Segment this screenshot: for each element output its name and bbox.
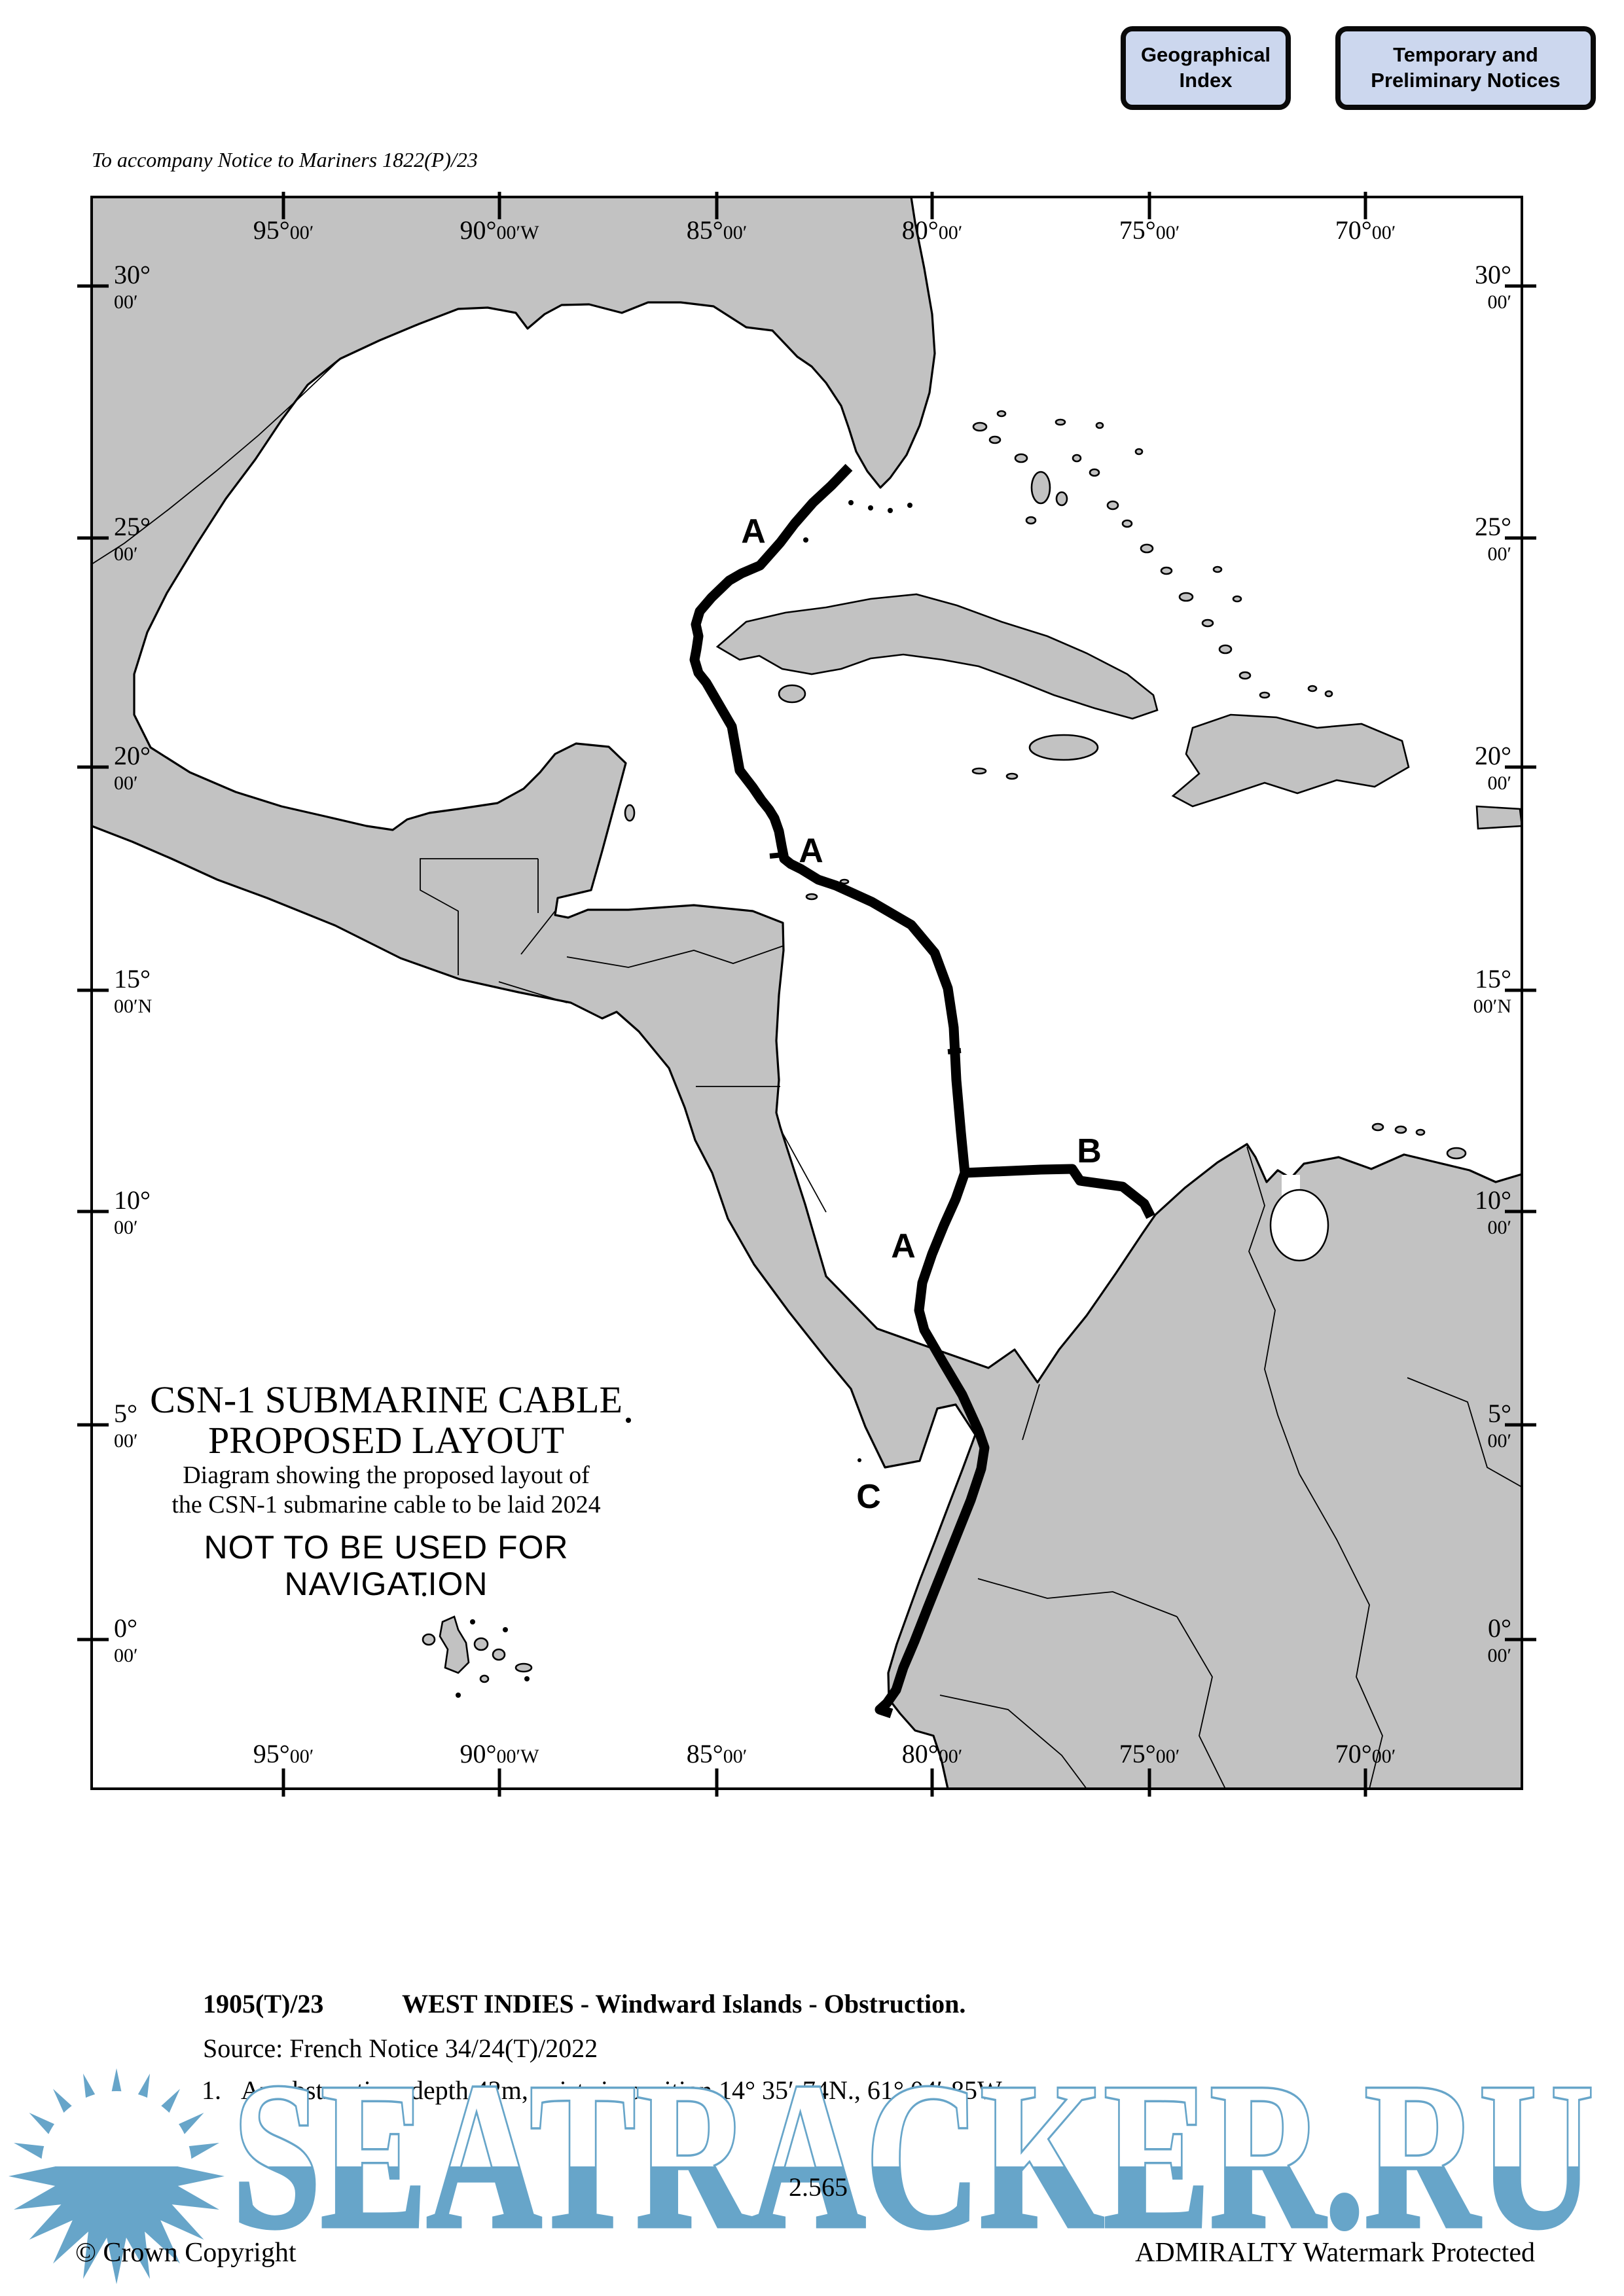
lat-label-min: 00′ — [1487, 543, 1511, 565]
cable-segment-label-B: B — [1077, 1132, 1102, 1170]
map-subtitle-line2: the CSN-1 submarine cable to be laid 202… — [171, 1491, 601, 1518]
map-subtitle-line1: Diagram showing the proposed layout of — [183, 1462, 590, 1489]
cable-route-branch-b — [964, 1164, 1155, 1219]
lat-label: 15° — [1475, 964, 1511, 994]
lon-label: 85°00′ — [687, 1739, 748, 1768]
temporary-preliminary-notices-button[interactable]: Temporary and Preliminary Notices — [1335, 26, 1596, 110]
notice-title: WEST INDIES - Windward Islands - Obstruc… — [402, 1989, 966, 2018]
axis-layer: 95°00′ 95°00′ 90°00′W 90°00′W 85°00′ 85°00′ 80… — [77, 192, 1536, 1797]
hispaniola — [1171, 713, 1410, 808]
lon-label: 95°00′ — [253, 1739, 314, 1768]
andros — [1030, 471, 1051, 505]
lat-label-min: 00′ — [114, 772, 138, 794]
dry-tortugas — [803, 537, 808, 543]
lat-label: 30° — [114, 260, 151, 289]
lat-label: 0° — [1488, 1613, 1511, 1643]
geographical-index-button[interactable]: Geographical Index — [1121, 26, 1291, 110]
lat-label: 25° — [114, 512, 151, 541]
cozumel — [624, 804, 636, 822]
cuba — [715, 593, 1159, 720]
admiralty-watermark-note: ADMIRALTY Watermark Protected — [1135, 2238, 1535, 2268]
map-title-line1: CSN-1 SUBMARINE CABLE — [150, 1378, 623, 1421]
notice-item-number: 1. — [202, 2075, 221, 2105]
mainland-landmass — [90, 196, 1523, 1790]
lat-label: 0° — [114, 1613, 137, 1643]
lat-label-min: 00′ — [114, 1217, 138, 1238]
malpelo — [857, 1458, 861, 1462]
lat-label-min: 00′N — [114, 996, 152, 1017]
notice-number: 1905(T)/23 — [203, 1989, 324, 2018]
lon-label: 90°00′W — [460, 215, 540, 245]
country-borders — [91, 358, 1523, 1789]
lon-label: 80°00′ — [902, 215, 963, 245]
svg-text:SEATRACKER.RU: SEATRACKER.RU — [232, 2058, 1594, 2272]
cable-segment-label-A: A — [741, 512, 766, 550]
notice-source: Source: French Notice 34/24(T)/2022 — [203, 2034, 598, 2063]
lon-label: 75°00′ — [1119, 1739, 1180, 1768]
map-title-block: CSN-1 SUBMARINE CABLE PROPOSED LAYOUT Di… — [124, 1378, 648, 1603]
lat-label-min: 00′ — [114, 1645, 138, 1666]
lake-maracaibo — [1269, 1189, 1329, 1262]
lat-label-min: 00′ — [1487, 1217, 1511, 1238]
seatracker-watermark: SEATRACKER.RU SEATRACKER.RU — [230, 2058, 1597, 2274]
lon-label: 85°00′ — [687, 215, 748, 245]
map-warning: NOT TO BE USED FOR NAVIGATION — [204, 1529, 569, 1602]
lat-label-min: 00′ — [1487, 1645, 1511, 1666]
jamaica — [1028, 734, 1099, 761]
lat-label: 10° — [1475, 1185, 1511, 1215]
lat-label-min: 00′ — [1487, 772, 1511, 794]
cable-segment-label-C: C — [856, 1478, 881, 1516]
lat-label-min: 00′ — [114, 291, 138, 313]
cayman — [971, 767, 987, 775]
lat-label: 5° — [1488, 1399, 1511, 1428]
lat-label: 30° — [1475, 260, 1511, 289]
cocos-island — [626, 1418, 631, 1423]
margarita — [1446, 1147, 1467, 1160]
lat-label: 5° — [114, 1399, 137, 1428]
lat-label: 20° — [1475, 741, 1511, 770]
lat-label-min: 00′ — [1487, 1430, 1511, 1452]
cable-route-main — [689, 463, 990, 1719]
lat-label-min: 00′ — [114, 543, 138, 565]
notice-item-text: An obstruction, depth 42m, exists in pos… — [241, 2075, 1007, 2105]
map-title-line2: PROPOSED LAYOUT — [208, 1419, 565, 1462]
lat-label: 25° — [1475, 512, 1511, 541]
map-frame — [90, 196, 1523, 1790]
cable-segment-label-A: A — [891, 1227, 916, 1265]
lon-label: 70°00′ — [1335, 1739, 1396, 1768]
geographical-index-label: Geographical Index — [1140, 43, 1271, 92]
lat-label-min: 00′ — [1487, 291, 1511, 313]
islands — [412, 410, 1523, 1698]
lat-label: 15° — [114, 964, 151, 994]
lon-label: 70°00′ — [1335, 215, 1396, 245]
temporary-preliminary-notices-label: Temporary and Preliminary Notices — [1371, 43, 1561, 92]
lon-label: 95°00′ — [253, 215, 314, 245]
puerto-rico — [1475, 805, 1523, 830]
isla-juventud — [778, 684, 806, 704]
page-number: 2.565 — [789, 2172, 848, 2202]
cable-segment-label-A: A — [799, 832, 823, 870]
seatracker-sun-icon — [9, 2068, 225, 2284]
turks — [1307, 685, 1318, 692]
lat-label-min: 00′ — [114, 1430, 138, 1452]
galapagos — [422, 1615, 533, 1698]
lon-label: 90°00′W — [460, 1739, 540, 1768]
lon-label: 80°00′ — [902, 1739, 963, 1768]
lat-label: 10° — [114, 1185, 151, 1215]
lat-label-min: 00′N — [1473, 996, 1511, 1017]
svg-text:SEATRACKER.RU: SEATRACKER.RU — [232, 2058, 1594, 2272]
lat-label: 20° — [114, 741, 151, 770]
caribbean-chart-svg: A A A B C 95°00′ 95°00′ 90°00′W 90°00′W 85°00′ 85… — [77, 192, 1536, 1797]
chart-map: A A A B C 95°00′ 95°00′ 90°00′W 90°00′W 85°00′ 85… — [77, 192, 1536, 1797]
lon-label: 75°00′ — [1119, 215, 1180, 245]
accompany-note: To accompany Notice to Mariners 1822(P)/… — [92, 148, 478, 171]
crown-copyright: © Crown Copyright — [75, 2238, 297, 2268]
cable-route-layer: A A A B C — [689, 463, 1155, 1719]
